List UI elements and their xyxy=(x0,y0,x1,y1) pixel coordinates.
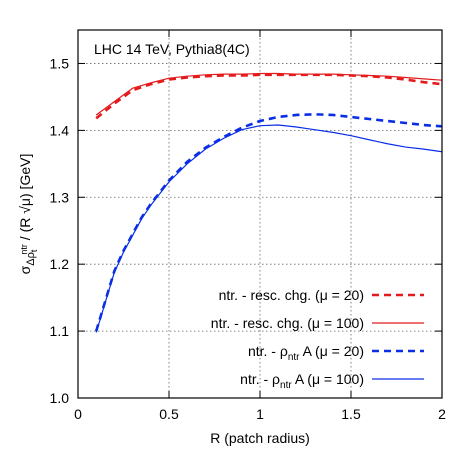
y-label-delta-rho: Δρ xyxy=(25,252,37,266)
y-label-rest: / (R √μ) [GeV] xyxy=(17,154,33,244)
legend-entry-1: ntr. - resc. chg. (μ = 20) xyxy=(219,287,364,303)
y-tick-labels: 1.0 1.1 1.2 1.3 1.4 1.5 xyxy=(50,55,70,406)
series-line-4 xyxy=(95,124,443,333)
y-tick-label: 1.1 xyxy=(50,323,70,339)
series-line-3 xyxy=(94,113,443,332)
x-tick-label: 0.5 xyxy=(159,406,179,422)
x-axis-label: R (patch radius) xyxy=(210,430,310,446)
y-label-t: t xyxy=(29,249,39,252)
y-axis-label: σΔρtntr / (R √μ) [GeV] xyxy=(17,154,39,275)
x-tick-label: 0 xyxy=(74,406,82,422)
legend-entry-2: ntr. - resc. chg. (μ = 100) xyxy=(211,315,364,331)
x-tick-label: 1.5 xyxy=(341,406,361,422)
y-tick-label: 1.2 xyxy=(50,256,70,272)
legend: ntr. - resc. chg. (μ = 20) ntr. - resc. … xyxy=(211,287,424,391)
y-label-ntr: ntr xyxy=(19,244,29,255)
x-tick-label: 2 xyxy=(438,406,446,422)
series-line-1 xyxy=(95,73,443,120)
series-group xyxy=(94,72,443,333)
series-line-2 xyxy=(95,72,443,116)
y-tick-label: 1.3 xyxy=(50,189,70,205)
legend-entry-4: ntr. - ρntr A (μ = 100) xyxy=(240,371,364,391)
ticks xyxy=(77,30,443,399)
y-tick-label: 1.4 xyxy=(50,122,70,138)
grid xyxy=(78,30,442,398)
y-label-sigma: σ xyxy=(17,265,33,274)
chart-annotation: LHC 14 TeV, Pythia8(4C) xyxy=(94,41,250,57)
legend-entry-3: ntr. - ρntr A (μ = 20) xyxy=(248,343,364,363)
x-tick-labels: 0 0.5 1 1.5 2 xyxy=(74,406,446,422)
y-tick-label: 1.0 xyxy=(50,390,70,406)
y-tick-label: 1.5 xyxy=(50,55,70,71)
x-tick-label: 1 xyxy=(256,406,264,422)
